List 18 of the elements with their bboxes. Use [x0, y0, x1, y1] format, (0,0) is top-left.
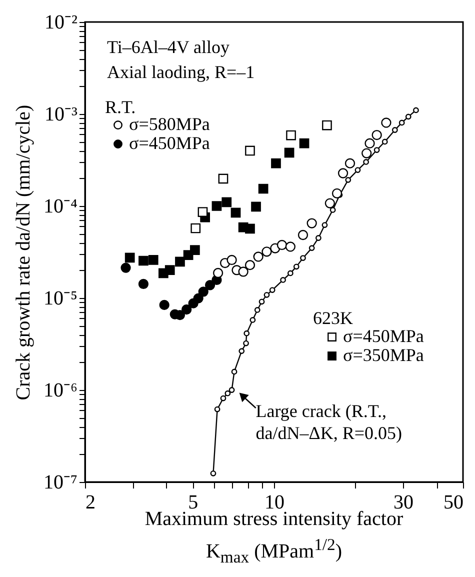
legend-label: σ=450MPa [343, 326, 424, 346]
y-tick-label: 10⁻⁷ [44, 472, 78, 494]
annotation: R.T. [105, 97, 136, 117]
legend-label: σ=450MPa [129, 133, 210, 153]
y-tick-label: 10⁻⁴ [44, 196, 78, 218]
y-axis-title: Crack growth rate da/dN (mm/cycle) [12, 104, 35, 400]
annotation: 623K [313, 308, 353, 328]
y-tick-label: 10⁻² [44, 12, 78, 34]
annotation: Ti–6Al–4V alloy [107, 37, 230, 57]
x-tick-label: 2 [86, 492, 96, 514]
annotation: Large crack (R.T., da/dN–ΔK, R=0.05) [256, 401, 402, 443]
y-tick-label: 10⁻⁵ [44, 288, 78, 310]
x-tick-label: 50 [444, 492, 464, 514]
y-tick-label: 10⁻³ [44, 104, 78, 126]
annotation: Axial laoding, R=–1 [107, 62, 255, 82]
legend-label: σ=350MPa [343, 345, 424, 365]
y-tick-label: 10⁻⁶ [44, 380, 78, 402]
legend-label: σ=580MPa [129, 114, 210, 134]
